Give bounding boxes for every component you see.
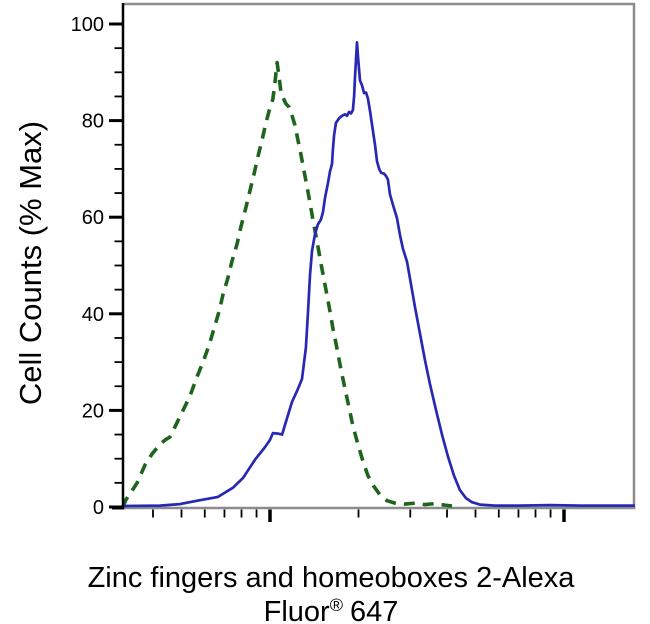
y-tick-label: 100	[71, 14, 104, 36]
registered-trademark-symbol: ®	[329, 595, 343, 616]
x-axis-title-647: 647	[349, 596, 399, 624]
x-axis-title-line1: Zinc fingers and homeoboxes 2-Alexa	[87, 562, 575, 594]
antibody-curve	[122, 41, 635, 508]
y-axis-title: Cell Counts (% Max)	[13, 120, 48, 406]
y-tick-label: 0	[93, 497, 104, 519]
y-tick-label: 40	[82, 304, 104, 326]
plot-frame	[123, 2, 636, 508]
y-tick-label: 60	[82, 207, 104, 229]
x-axis-title: Zinc fingers and homeoboxes 2-Alexa Fluo…	[11, 561, 650, 624]
control-curve	[121, 60, 453, 508]
x-axis-title-line2: Fluor® 647	[11, 595, 650, 624]
x-axis-title-fluor: Fluor	[263, 596, 330, 624]
y-tick-label: 80	[82, 111, 104, 133]
y-tick-label: 20	[82, 400, 104, 422]
